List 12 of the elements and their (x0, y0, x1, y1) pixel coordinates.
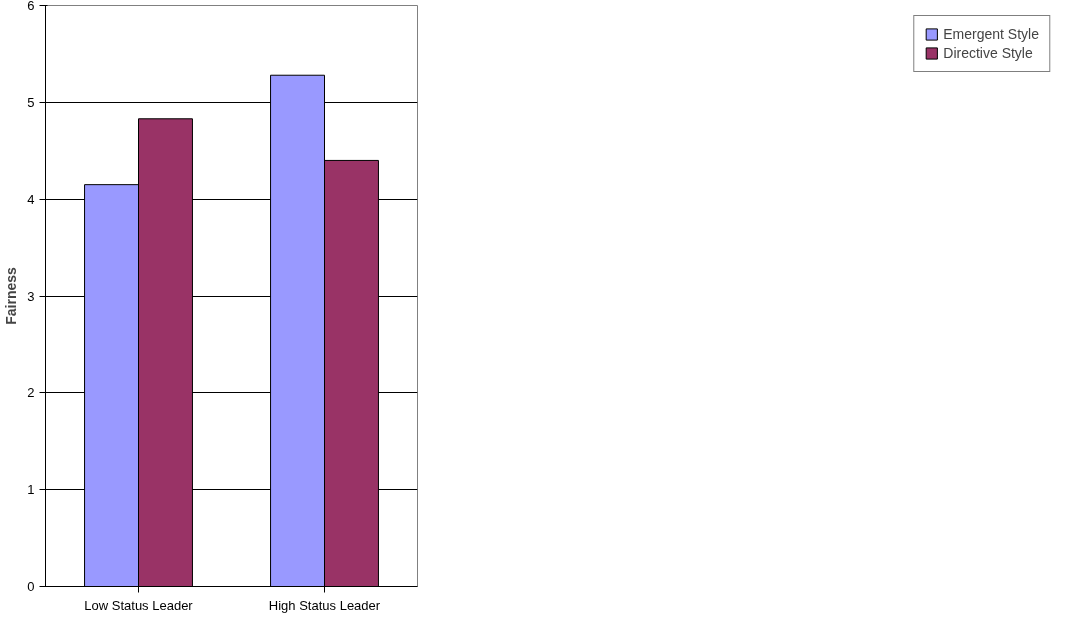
y-tick-label: 1 (27, 482, 35, 498)
y-tick-label: 2 (27, 385, 35, 401)
y-tick-label: 4 (27, 191, 35, 207)
legend-label: Emergent Style (943, 26, 1039, 42)
legend-label: Directive Style (943, 45, 1033, 61)
y-tick-label: 6 (27, 0, 35, 13)
y-tick-label: 3 (27, 288, 35, 304)
y-tick-label: 5 (27, 94, 35, 110)
x-tick-label: High Status Leader (268, 597, 381, 613)
x-tick-label: Low Status Leader (84, 597, 194, 613)
y-axis-title: Fairness (3, 266, 20, 325)
y-tick-label: 0 (27, 579, 35, 594)
